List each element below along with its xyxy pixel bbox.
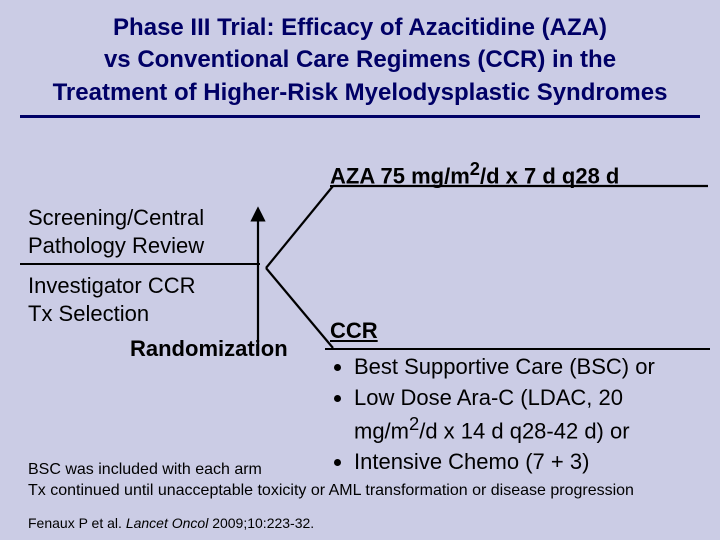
investigator-line-2: Tx Selection — [28, 300, 196, 328]
ccr-option: Best Supportive Care (BSC) or — [354, 352, 710, 382]
citation-rest: 2009;10:223-32. — [208, 515, 314, 531]
title-line-1: Phase III Trial: Efficacy of Azacitidine… — [20, 12, 700, 44]
footnote-1: BSC was included with each arm — [28, 460, 634, 481]
screening-line-1: Screening/Central — [28, 204, 204, 232]
citation: Fenaux P et al. Lancet Oncol 2009;10:223… — [28, 515, 314, 531]
title-underline — [20, 115, 700, 118]
footnotes: BSC was included with each arm Tx contin… — [28, 460, 634, 502]
slide-title: Phase III Trial: Efficacy of Azacitidine… — [0, 0, 720, 111]
screening-block: Screening/Central Pathology Review — [28, 204, 204, 259]
aza-arm-label: AZA 75 mg/m2/d x 7 d q28 d — [330, 158, 619, 189]
citation-authors: Fenaux P et al. — [28, 515, 122, 531]
investigator-block: Investigator CCR Tx Selection — [28, 272, 196, 327]
screening-line-2: Pathology Review — [28, 232, 204, 260]
title-line-3: Treatment of Higher-Risk Myelodysplastic… — [20, 77, 700, 109]
citation-source: Lancet Oncol — [126, 515, 209, 531]
left-divider — [20, 263, 260, 265]
ccr-option: Low Dose Ara-C (LDAC, 20 mg/m2/d x 14 d … — [354, 383, 710, 447]
investigator-line-1: Investigator CCR — [28, 272, 196, 300]
randomization-label: Randomization — [130, 336, 288, 362]
ccr-underline-rule — [325, 348, 710, 350]
title-line-2: vs Conventional Care Regimens (CCR) in t… — [20, 44, 700, 76]
ccr-heading: CCR — [330, 318, 378, 344]
footnote-2: Tx continued until unacceptable toxicity… — [28, 481, 634, 502]
